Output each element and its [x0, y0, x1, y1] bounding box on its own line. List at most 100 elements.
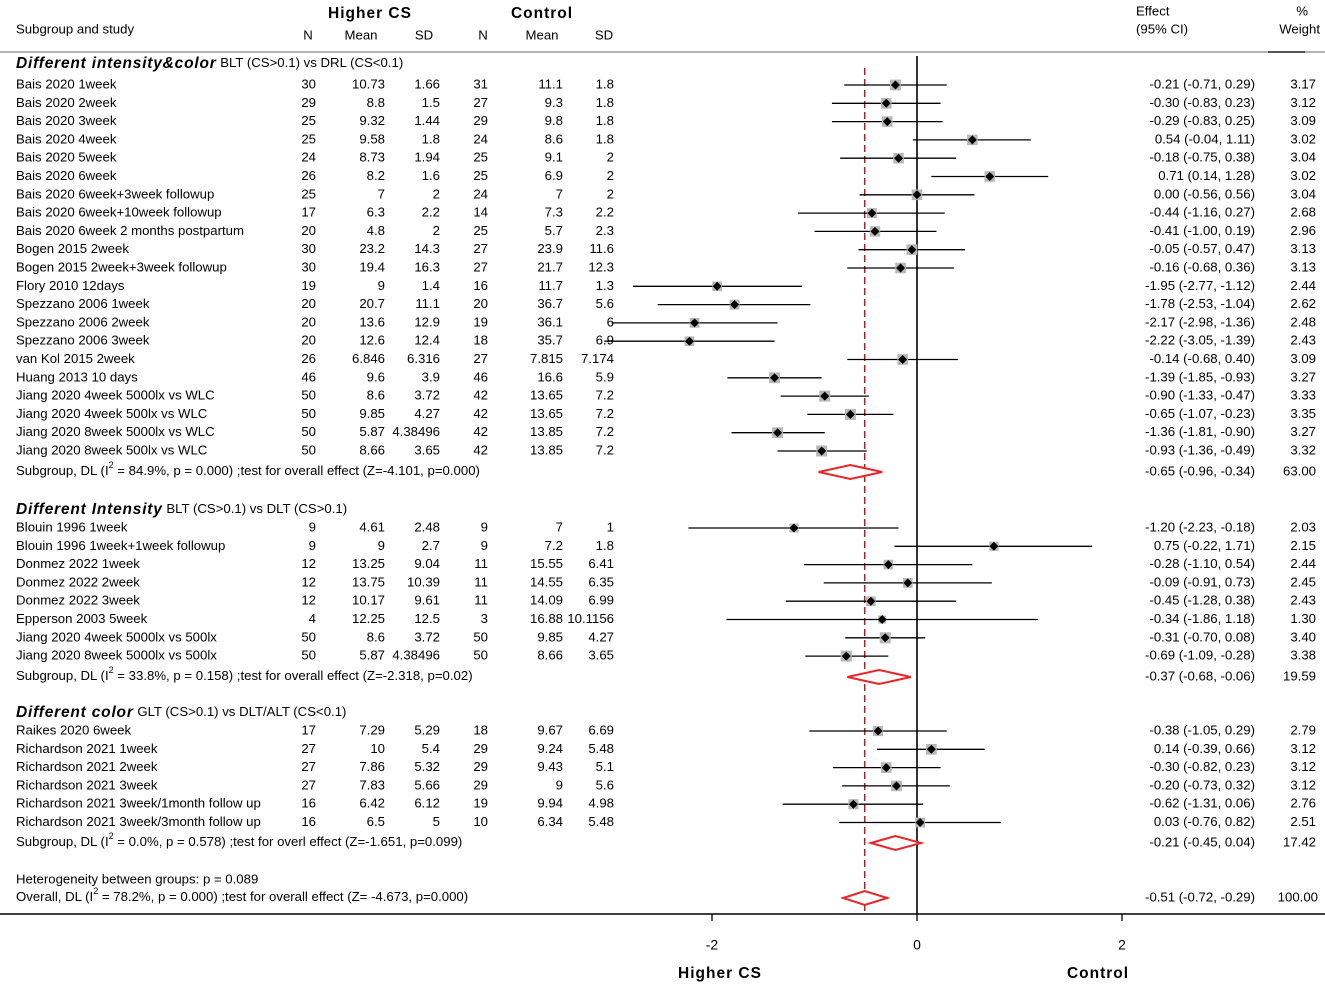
cell-sd1-s1-13: 11.1	[415, 296, 440, 311]
cell-sd2-s1-12: 1.3	[596, 278, 614, 293]
cell-sd2-s2-3: 6.41	[588, 556, 614, 571]
cell-n1-s3-1: 17	[301, 722, 316, 737]
cell-mean1-s3-6: 6.5	[367, 814, 385, 829]
header-group-higher-cs: Higher CS	[328, 5, 412, 22]
point-estimate-s1-4	[967, 135, 977, 145]
cell-mean1-s3-5: 6.42	[359, 796, 385, 811]
point-estimate-s1-14	[690, 318, 700, 328]
point-estimate-s1-18	[820, 391, 830, 401]
study-label-s1-18: Jiang 2020 4week 5000lx vs WLC	[16, 388, 215, 403]
effect-ci-s1-10: -0.05 (-0.57, 0.47)	[1149, 241, 1255, 256]
weight-s1-19: 3.35	[1290, 406, 1316, 421]
cell-n2-s1-16: 27	[473, 351, 488, 366]
point-estimate-s1-21	[817, 446, 827, 456]
cell-mean1-s2-8: 5.87	[359, 648, 385, 663]
weight-s3-2: 3.12	[1290, 741, 1316, 756]
header-effect: Effect	[1136, 3, 1170, 18]
cell-mean2-s1-7: 7	[556, 186, 563, 201]
study-label-s1-11: Bogen 2015 2week+3week followup	[16, 259, 227, 274]
cell-n1-s1-13: 20	[301, 296, 316, 311]
cell-n1-s1-18: 50	[301, 388, 316, 403]
cell-n1-s1-19: 50	[301, 406, 316, 421]
point-estimate-s1-16	[898, 355, 908, 364]
subgroup-summary-diamond-1	[818, 463, 883, 481]
cell-sd2-s1-9: 2.3	[596, 223, 614, 238]
cell-mean2-s1-20: 13.85	[530, 424, 563, 439]
cell-sd1-s1-20: 4.38496	[392, 424, 440, 439]
study-label-s1-1: Bais 2020 1week	[16, 76, 117, 91]
study-label-s1-8: Bais 2020 6week+10week followup	[16, 205, 222, 220]
cell-n2-s1-8: 14	[473, 205, 488, 220]
effect-ci-s3-3: -0.30 (-0.82, 0.23)	[1149, 759, 1255, 774]
study-label-s1-7: Bais 2020 6week+3week followup	[16, 186, 214, 201]
weight-s1-7: 3.04	[1290, 186, 1316, 201]
cell-n2-s2-6: 3	[481, 611, 488, 626]
cell-mean1-s1-7: 7	[378, 186, 385, 201]
effect-ci-s3-4: -0.20 (-0.73, 0.32)	[1149, 777, 1255, 792]
effect-ci-s1-18: -0.90 (-1.33, -0.47)	[1145, 388, 1255, 403]
cell-mean1-s1-4: 9.58	[359, 131, 385, 146]
cell-mean1-s1-10: 23.2	[359, 241, 385, 256]
cell-n1-s3-2: 27	[301, 741, 316, 756]
weight-s1-2: 3.12	[1290, 95, 1316, 110]
cell-mean1-s1-1: 10.73	[352, 76, 385, 91]
effect-ci-s1-15: -2.22 (-3.05, -1.39)	[1145, 333, 1255, 348]
study-label-s1-9: Bais 2020 6week 2 months postpartum	[16, 223, 244, 238]
cell-sd2-s3-2: 5.48	[588, 741, 614, 756]
cell-mean2-s1-1: 11.1	[538, 76, 563, 91]
cell-n1-s2-4: 12	[301, 574, 316, 589]
weight-s3-1: 2.79	[1290, 722, 1316, 737]
cell-n2-s1-1: 31	[473, 76, 488, 91]
cell-mean2-s2-2: 7.2	[545, 538, 563, 553]
point-estimate-s1-6	[985, 172, 995, 181]
cell-sd1-s2-3: 9.04	[414, 556, 440, 571]
study-label-s1-12: Flory 2010 12days	[16, 278, 125, 293]
subgroup-title-2: Different Intensity BLT (CS>0.1) vs DLT …	[16, 501, 347, 518]
weight-s2-8: 3.38	[1290, 648, 1316, 663]
weight-s3-6: 2.51	[1290, 814, 1316, 829]
study-label-s1-21: Jiang 2020 8week 500lx vs WLC	[16, 442, 208, 457]
cell-mean1-s2-7: 8.6	[367, 629, 385, 644]
cell-n1-s2-7: 50	[301, 629, 316, 644]
subgroup-summary-label-3: Subgroup, DL (I2 = 0.0%, p = 0.578) ;tes…	[16, 831, 462, 849]
cell-mean2-s2-5: 14.09	[530, 593, 563, 608]
weight-s1-15: 2.43	[1290, 333, 1316, 348]
subgroup-summary-weight-3: 17.42	[1283, 834, 1316, 849]
cell-mean2-s1-9: 5.7	[545, 223, 563, 238]
cell-sd2-s3-4: 5.6	[596, 777, 614, 792]
cell-mean1-s1-14: 13.6	[359, 314, 385, 329]
cell-n1-s1-12: 19	[301, 278, 316, 293]
point-estimate-s3-2	[926, 744, 936, 754]
cell-mean2-s1-11: 21.7	[537, 259, 563, 274]
cell-n2-s1-5: 25	[473, 150, 488, 165]
cell-sd1-s3-3: 5.32	[414, 759, 440, 774]
study-label-s1-6: Bais 2020 6week	[16, 168, 117, 183]
cell-mean2-s1-10: 23.9	[537, 241, 563, 256]
cell-n2-s2-7: 50	[473, 629, 488, 644]
cell-n2-s1-20: 42	[473, 424, 488, 439]
cell-mean2-s1-12: 11.7	[538, 278, 563, 293]
cell-sd2-s1-11: 12.3	[588, 259, 614, 274]
point-estimate-s1-11	[896, 263, 906, 273]
cell-sd1-s1-11: 16.3	[414, 259, 440, 274]
header-weight: Weight	[1279, 21, 1320, 36]
header-sd2: SD	[595, 27, 613, 42]
cell-mean1-s1-19: 9.85	[359, 406, 385, 421]
cell-sd2-s1-2: 1.8	[596, 95, 614, 110]
cell-mean1-s1-5: 8.73	[359, 150, 385, 165]
cell-sd2-s2-1: 1	[607, 519, 614, 534]
cell-sd2-s1-8: 2.2	[596, 205, 614, 220]
weight-s1-20: 3.27	[1290, 424, 1316, 439]
weight-s2-3: 2.44	[1290, 556, 1316, 571]
header-n1: N	[303, 27, 313, 42]
point-estimate-s1-7	[912, 190, 922, 200]
cell-sd1-s1-2: 1.5	[422, 95, 440, 110]
x-label-control: Control	[1067, 965, 1129, 982]
cell-sd2-s1-3: 1.8	[596, 113, 614, 128]
subgroup-summary-label-2: Subgroup, DL (I2 = 33.8%, p = 0.158) ;te…	[16, 665, 473, 683]
effect-ci-s1-8: -0.44 (-1.16, 0.27)	[1149, 205, 1255, 220]
header-weight-pct: %	[1296, 3, 1308, 18]
cell-mean1-s1-6: 8.2	[367, 168, 385, 183]
cell-n1-s2-3: 12	[301, 556, 316, 571]
point-estimate-s1-13	[730, 300, 740, 310]
